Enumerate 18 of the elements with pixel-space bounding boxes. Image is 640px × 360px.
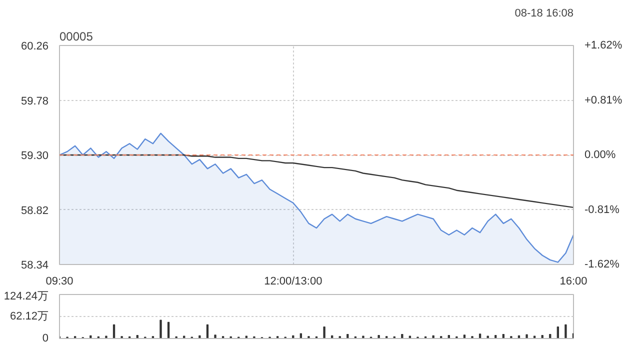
x-tick-label: 16:00 <box>560 276 588 288</box>
y2-tick-label: 0.00% <box>584 149 616 161</box>
text: 08-18 16:08 <box>514 8 574 20</box>
y-tick-label: 124.24万 <box>4 290 49 302</box>
y2-tick-label: +1.62% <box>584 40 622 52</box>
y-tick-label: 58.82 <box>20 204 49 217</box>
y-tick-label: 62.12万 <box>10 310 49 322</box>
x-tick-label: 12:00/13:00 <box>264 276 322 288</box>
y-tick-label: 0 <box>42 332 49 344</box>
y-tick-label: 60.26 <box>20 40 49 52</box>
x-tick-label: 09:30 <box>46 276 74 288</box>
y2-tick-label: -0.81% <box>584 204 620 216</box>
chart-title: 00005 <box>60 30 94 44</box>
y2-tick-label: -1.62% <box>584 258 620 270</box>
y-tick-label: 59.78 <box>20 95 49 108</box>
y2-tick-label: +0.81% <box>584 94 622 106</box>
y-tick-label: 58.34 <box>20 260 49 272</box>
y-tick-label: 59.30 <box>20 150 49 162</box>
